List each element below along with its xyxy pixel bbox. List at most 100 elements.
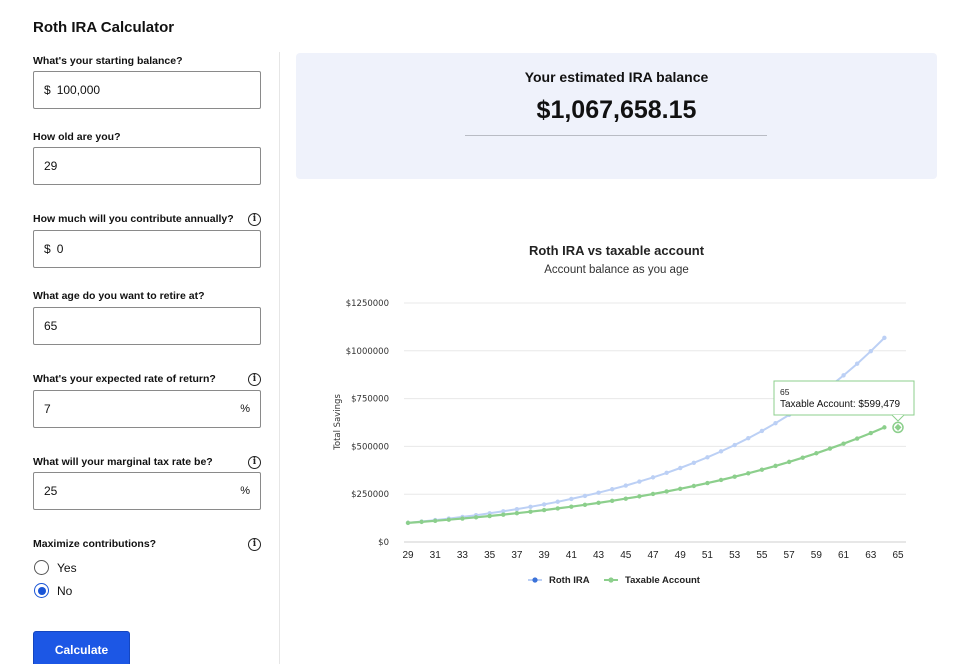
data-point (514, 511, 520, 516)
maximize-no-option[interactable]: No (34, 583, 72, 598)
radio-no-label: No (57, 583, 73, 598)
data-point (841, 373, 846, 378)
starting-balance-value: 100,000 (56, 83, 101, 97)
x-tick-label: 33 (457, 550, 469, 561)
data-point (487, 513, 492, 519)
highlighted-point-marker (894, 423, 902, 431)
data-point (514, 506, 520, 512)
result-divider (465, 135, 767, 136)
x-tick-label: 53 (729, 550, 741, 561)
chart-grid (404, 302, 906, 543)
data-point (746, 471, 751, 476)
radio-no[interactable] (34, 583, 49, 598)
age-label: How old are you? (33, 131, 121, 143)
data-point (691, 460, 697, 466)
rate-of-return-input[interactable]: 7 % (33, 390, 261, 428)
data-point (718, 477, 724, 483)
legend-label: Roth IRA (549, 575, 590, 586)
chart-subtitle: Account balance as you age (544, 264, 689, 276)
x-tick-label: 61 (838, 550, 850, 561)
data-point (460, 516, 465, 521)
data-point (678, 486, 683, 491)
data-point (718, 449, 724, 454)
info-icon[interactable]: i (248, 373, 261, 386)
data-point (419, 519, 424, 525)
data-point (541, 502, 547, 507)
percent-suffix: % (240, 403, 250, 415)
data-point (541, 507, 547, 513)
data-point (582, 493, 588, 499)
starting-balance-input[interactable]: $ 100,000 (33, 71, 261, 109)
data-point (759, 467, 765, 472)
chart-tooltip: 65 Taxable Account: $599,479 (773, 380, 915, 422)
currency-prefix: $ (44, 242, 51, 256)
data-point (854, 436, 860, 441)
starting-balance-label: What's your starting balance? (33, 55, 183, 67)
y-axis-label: Total Savings (333, 394, 343, 451)
x-tick-label: 63 (865, 550, 877, 561)
tooltip-age: 65 (780, 387, 790, 397)
page-title: Roth IRA Calculator (33, 19, 175, 36)
data-point (405, 520, 411, 526)
x-axis-ticks: 29 31 33 35 37 39 41 43 45 47 49 51 53 55 57 59 61 63 65 (402, 550, 904, 561)
data-point (759, 428, 765, 434)
data-point (609, 487, 615, 492)
tax-rate-input[interactable]: 25 % (33, 472, 261, 510)
x-tick-label: 47 (647, 550, 659, 561)
radio-yes[interactable] (34, 560, 49, 575)
x-tick-label: 31 (430, 550, 442, 561)
x-tick-label: 51 (702, 550, 714, 561)
data-point (609, 498, 615, 504)
calculator-form: Roth IRA Calculator What's your starting… (0, 0, 280, 664)
data-point (650, 491, 656, 497)
data-point (814, 451, 819, 456)
result-card: Your estimated IRA balance $1,067,658.15 (296, 53, 937, 179)
rate-of-return-label: What's your expected rate of return? (33, 373, 216, 385)
data-point (650, 475, 656, 480)
y-tick-label: $0 (378, 538, 389, 548)
data-point (868, 349, 873, 354)
data-point (827, 446, 833, 451)
y-tick-label: $500000 (351, 442, 389, 452)
x-tick-label: 37 (511, 550, 523, 561)
series-line (407, 426, 885, 524)
series-lines (407, 337, 886, 524)
data-point (569, 504, 574, 509)
savings-chart: $0$250000$500000$750000$1000000$1250000 … (333, 299, 915, 586)
series-points (405, 335, 904, 526)
data-point (773, 463, 778, 469)
x-tick-label: 41 (566, 550, 578, 561)
x-tick-label: 29 (402, 550, 414, 561)
info-icon[interactable]: i (248, 213, 261, 226)
retire-age-input[interactable]: 65 (33, 307, 261, 345)
form-divider (279, 52, 280, 664)
x-tick-label: 59 (811, 550, 823, 561)
data-point (664, 489, 669, 494)
x-tick-label: 57 (784, 550, 796, 561)
maximize-label: Maximize contributions? (33, 538, 157, 550)
data-point (800, 455, 805, 460)
x-tick-label: 55 (756, 550, 768, 561)
annual-contribution-input[interactable]: $ 0 (33, 230, 261, 268)
data-point (868, 430, 873, 436)
age-input[interactable]: 29 (33, 147, 261, 185)
retire-age-value: 65 (44, 319, 58, 333)
data-point (596, 490, 601, 495)
radio-yes-label: Yes (57, 560, 77, 575)
data-point (596, 500, 601, 506)
info-icon[interactable]: i (248, 538, 261, 551)
maximize-yes-option[interactable]: Yes (34, 560, 77, 575)
calculate-button[interactable]: Calculate (33, 631, 130, 664)
info-icon[interactable]: i (248, 456, 261, 469)
currency-prefix: $ (44, 83, 51, 97)
data-point (746, 436, 751, 441)
legend-swatch-marker (608, 577, 614, 583)
data-point (623, 483, 628, 488)
data-point (528, 509, 533, 514)
data-point (732, 442, 737, 448)
data-point (664, 470, 669, 476)
data-point (705, 455, 710, 460)
data-point (501, 512, 506, 517)
data-point (705, 480, 710, 486)
legend-label: Taxable Account (625, 575, 701, 586)
